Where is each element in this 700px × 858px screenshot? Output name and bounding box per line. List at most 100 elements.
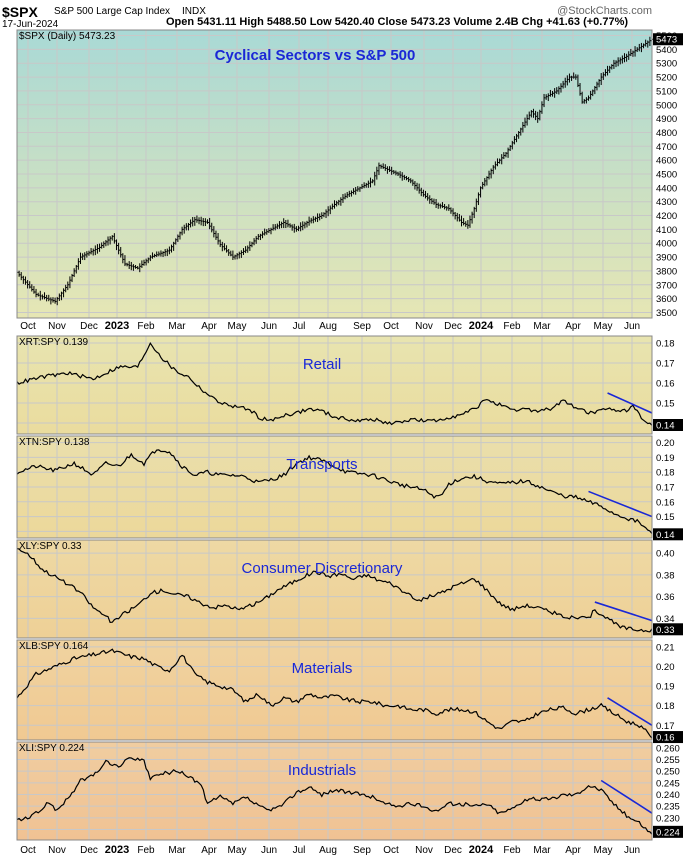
x-tick-label: Mar (533, 321, 551, 332)
xly-panel: 0.34 0.36 0.38 0.40 0.33 XLY:SPY 0.33 Consumer… (16, 539, 683, 639)
spx-y-tick: 4700 (656, 142, 677, 153)
x-tick-label: Dec (80, 845, 98, 856)
xli-panel: 0.2250.2300.2350.2400.2450.2500.2550.260… (16, 741, 683, 841)
xlb-frame (16, 639, 653, 741)
x-tick-label: Apr (201, 321, 217, 332)
xtn-last-value: 0.14 (656, 530, 675, 541)
watermark: @StockCharts.com (557, 5, 652, 17)
x-tick-label: Oct (383, 321, 399, 332)
xtn-y-tick: 0.15 (656, 512, 675, 523)
spx-y-tick: 5000 (656, 100, 677, 111)
xlb-y-tick: 0.19 (656, 682, 675, 693)
chart-date: 17-Jun-2024 (2, 19, 59, 30)
xrt-line (16, 341, 653, 426)
xrt-frame (16, 335, 653, 435)
xlb-title: Materials (292, 660, 353, 677)
xli-title: Industrials (288, 762, 356, 779)
x-tick-label: May (594, 845, 613, 856)
xlb-label: XLB:SPY 0.164 (19, 641, 89, 652)
xtn-label: XTN:SPY 0.138 (19, 437, 90, 448)
xrt-background (17, 336, 652, 434)
xlb-panel: 0.17 0.18 0.19 0.20 0.21 0.16 XLB:SPY 0.164 Mat… (16, 639, 683, 744)
xlb-y-tick: 0.17 (656, 721, 675, 732)
spx-y-tick: 4800 (656, 128, 677, 139)
xly-y-tick: 0.36 (656, 592, 675, 603)
spx-y-tick: 3600 (656, 294, 677, 305)
xlb-last-value-badge (653, 731, 683, 744)
xli-y-tick: 0.255 (656, 755, 680, 766)
chart-exchange: INDX (182, 6, 206, 17)
spx-y-tick: 4200 (656, 211, 677, 222)
xli-y-tick: 0.250 (656, 767, 680, 778)
xlb-trendline (607, 697, 653, 726)
xrt-y-tick: 0.16 (656, 379, 675, 390)
xtn-y-tick: 0.16 (656, 497, 675, 508)
xli-trendline (600, 779, 653, 814)
xli-y-tick: 0.245 (656, 778, 680, 789)
x-tick-label: Jun (261, 845, 277, 856)
xli-y-tick: 0.240 (656, 790, 680, 801)
xly-y-tick: 0.34 (656, 614, 675, 625)
spx-last-value: 5473 (656, 35, 677, 46)
spx-y-tick: 4900 (656, 114, 677, 125)
x-tick-label: Aug (319, 845, 337, 856)
xly-last-value-badge (653, 623, 683, 636)
x-axis-bottom: Oct Nov Dec 2023 Feb Mar Apr May Jun Jul Aug Sep Oct… (20, 844, 640, 856)
x-tick-label: Jul (293, 845, 306, 856)
chart-title: Cyclical Sectors vs S&P 500 (215, 47, 416, 64)
xly-line (16, 548, 653, 633)
xly-label: XLY:SPY 0.33 (19, 541, 82, 552)
x-tick-label: Oct (383, 845, 399, 856)
spx-label: $SPX (Daily) 5473.23 (19, 31, 116, 42)
xtn-y-tick: 0.20 (656, 438, 675, 449)
xly-y-tick: 0.40 (656, 549, 675, 560)
spx-panel: 3500 3600 3700 3800 3900 4000 4100 4200 4300 4400… (16, 29, 683, 319)
x-tick-label: 2023 (105, 844, 129, 856)
spx-y-tick: 4100 (656, 225, 677, 236)
xrt-title: Retail (303, 356, 341, 373)
xrt-last-value: 0.14 (656, 421, 675, 432)
xlb-line (16, 648, 653, 739)
spx-y-tick: 4000 (656, 239, 677, 250)
x-tick-label: Feb (137, 845, 155, 856)
xrt-last-value-badge (653, 419, 683, 431)
spx-y-tick: 5200 (656, 73, 677, 84)
x-tick-label: Oct (20, 845, 36, 856)
xtn-title: Transports (286, 456, 357, 473)
xlb-y-tick: 0.20 (656, 662, 675, 673)
xli-label: XLI:SPY 0.224 (19, 743, 85, 754)
spx-y-tick: 4500 (656, 170, 677, 181)
xly-frame (16, 539, 653, 639)
spx-y-tick: 3500 (656, 308, 677, 319)
x-tick-label: Mar (533, 845, 551, 856)
x-tick-label: Dec (80, 321, 98, 332)
spx-y-tick: 3800 (656, 266, 677, 277)
chart-ohlc: Open 5431.11 High 5488.50 Low 5420.40 Cl… (166, 16, 628, 28)
spx-y-tick: 4400 (656, 183, 677, 194)
x-tick-label: Nov (48, 321, 66, 332)
spx-y-tick: 3900 (656, 253, 677, 264)
spx-frame (16, 29, 653, 319)
x-axis-top: Oct Nov Dec 2023 Feb Mar Apr May Jun Jul Aug Sep Oct… (20, 320, 640, 332)
xtn-line (16, 449, 653, 534)
x-tick-label: 2023 (105, 320, 129, 332)
xli-y-tick: 0.260 (656, 743, 680, 754)
spx-y-tick: 3700 (656, 280, 677, 291)
x-tick-label: Apr (565, 845, 581, 856)
x-tick-label: Jul (293, 321, 306, 332)
xrt-y-tick: 0.17 (656, 359, 675, 370)
xli-last-value-badge (653, 825, 683, 838)
xrt-label: XRT:SPY 0.139 (19, 337, 89, 348)
spx-last-value-badge (653, 33, 683, 46)
x-tick-label: Jun (624, 321, 640, 332)
spx-y-tick: 4300 (656, 197, 677, 208)
xli-y-tick: 0.235 (656, 802, 680, 813)
chart-symbol: $SPX (2, 4, 38, 20)
x-tick-label: May (594, 321, 613, 332)
xtn-y-tick: 0.18 (656, 468, 675, 479)
xrt-trendline (607, 392, 653, 414)
x-tick-label: Sep (353, 845, 371, 856)
spx-y-tick: 4600 (656, 156, 677, 167)
x-tick-label: Mar (168, 845, 186, 856)
